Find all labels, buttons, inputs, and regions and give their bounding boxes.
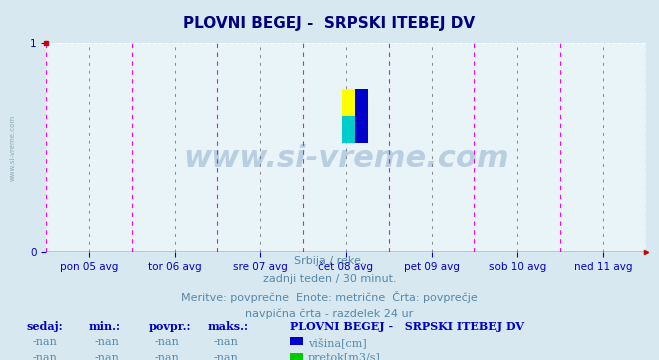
Text: -nan: -nan: [214, 353, 239, 360]
Bar: [342, 116, 355, 143]
Text: navpična črta - razdelek 24 ur: navpična črta - razdelek 24 ur: [245, 308, 414, 319]
Text: Srbija / reke.: Srbija / reke.: [295, 256, 364, 266]
Text: -nan: -nan: [154, 337, 179, 347]
Text: sedaj:: sedaj:: [26, 321, 63, 332]
Text: Meritve: povprečne  Enote: metrične  Črta: povprečje: Meritve: povprečne Enote: metrične Črta:…: [181, 291, 478, 303]
Text: -nan: -nan: [95, 353, 120, 360]
Bar: [290, 337, 303, 345]
Text: povpr.:: povpr.:: [148, 321, 190, 332]
Text: -nan: -nan: [154, 353, 179, 360]
Text: -nan: -nan: [32, 353, 57, 360]
Text: -nan: -nan: [214, 337, 239, 347]
Bar: [355, 89, 368, 143]
Text: PLOVNI BEGEJ -   SRPSKI ITEBEJ DV: PLOVNI BEGEJ - SRPSKI ITEBEJ DV: [290, 321, 524, 332]
Text: www.si-vreme.com: www.si-vreme.com: [10, 114, 16, 181]
Text: zadnji teden / 30 minut.: zadnji teden / 30 minut.: [263, 274, 396, 284]
Text: www.si-vreme.com: www.si-vreme.com: [183, 144, 509, 172]
Text: -nan: -nan: [32, 337, 57, 347]
Text: pretok[m3/s]: pretok[m3/s]: [308, 353, 381, 360]
Text: PLOVNI BEGEJ -  SRPSKI ITEBEJ DV: PLOVNI BEGEJ - SRPSKI ITEBEJ DV: [183, 16, 476, 31]
Text: min.:: min.:: [89, 321, 121, 332]
Text: višina[cm]: višina[cm]: [308, 337, 366, 348]
Text: maks.:: maks.:: [208, 321, 248, 332]
Bar: [342, 89, 355, 116]
Text: -nan: -nan: [95, 337, 120, 347]
Bar: [290, 353, 303, 360]
